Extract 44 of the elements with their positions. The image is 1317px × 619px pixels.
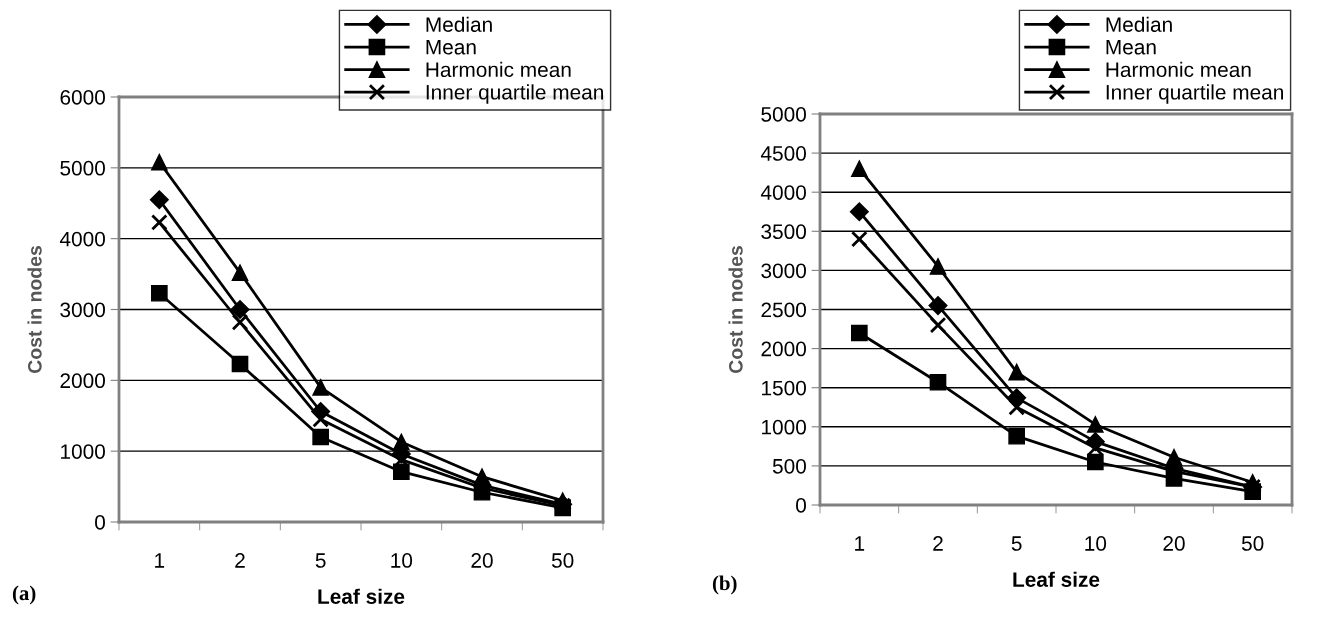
x-tick-label: 50	[1241, 536, 1264, 551]
x-tick-label: 5	[1011, 536, 1022, 551]
y-tick-label: 2000	[60, 373, 105, 389]
y-tick-label: 1000	[61, 444, 105, 459]
y-tick-label: 5000	[60, 160, 105, 176]
text: (b)	[712, 575, 737, 595]
x-tick-label: 50	[551, 553, 574, 568]
y-tick-label: 3000	[60, 302, 105, 318]
y-tick-label: 1000	[762, 419, 806, 435]
y-tick-label: 0	[796, 498, 806, 513]
x-axis-title: Leaf size	[318, 588, 405, 604]
y-tick-label: 2000	[761, 341, 806, 357]
x-tick-label: 2	[933, 536, 943, 551]
x-tick-label: 5	[315, 553, 326, 568]
x-tick-label: 1	[855, 536, 865, 551]
legend-label: Median	[1106, 16, 1172, 32]
y-tick-label: 3000	[761, 263, 806, 279]
y-axis-title: Cost in nodes	[27, 246, 42, 373]
x-tick-label: 20	[471, 553, 493, 568]
legend-label: Harmonic mean	[426, 61, 571, 78]
x-tick-label: 20	[1163, 536, 1185, 551]
x-tick-label: 1	[155, 553, 165, 568]
y-tick-label: 5000	[761, 107, 806, 122]
y-tick-label: 500	[772, 458, 806, 474]
legend-label: Median	[426, 16, 492, 32]
text: (a)	[12, 585, 36, 605]
y-tick-label: 6000	[60, 90, 105, 105]
y-tick-label: 1500	[762, 380, 806, 396]
y-axis-title: Cost in nodes	[728, 246, 743, 373]
x-tick-label: 2	[235, 553, 245, 568]
y-tick-label: 4000	[59, 231, 105, 247]
y-tick-label: 0	[95, 515, 105, 530]
y-tick-label: 4500	[760, 146, 806, 161]
legend-label: Inner quartile mean	[426, 84, 603, 104]
x-axis-title: Leaf size	[1013, 571, 1100, 587]
x-tick-label: 10	[391, 553, 413, 568]
legend-label: Harmonic mean	[1106, 61, 1251, 78]
legend-label: Mean	[1106, 39, 1156, 55]
x-tick-label: 10	[1085, 536, 1107, 551]
legend-label: Inner quartile mean	[1106, 84, 1283, 104]
y-tick-label: 2500	[761, 302, 806, 318]
y-tick-label: 4000	[760, 185, 806, 200]
legend-label: Mean	[426, 39, 476, 55]
y-tick-label: 3500	[761, 224, 806, 240]
